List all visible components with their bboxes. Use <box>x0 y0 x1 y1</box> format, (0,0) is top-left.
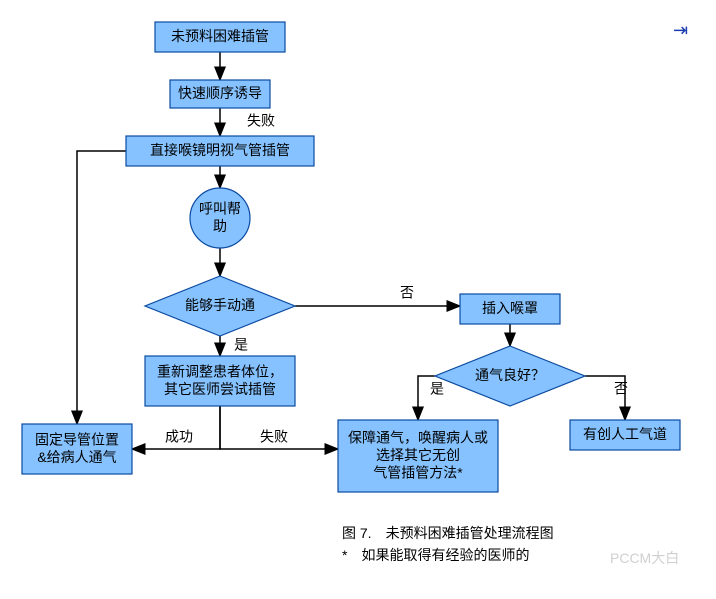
watermark-text: PCCM大白 <box>610 548 679 568</box>
node-n8: 插入喉罩 <box>460 294 560 324</box>
node-n1: 未预料困难插管 <box>155 22 285 52</box>
caption-line-1: 图 7. 未预料困难插管处理流程图 <box>342 522 554 544</box>
svg-text:未预料困难插管: 未预料困难插管 <box>171 28 269 44</box>
edge-label: 否 <box>400 285 414 301</box>
svg-text:固定导管位置&给病人通气: 固定导管位置&给病人通气 <box>35 431 119 465</box>
svg-text:有创人工气道: 有创人工气道 <box>583 426 667 442</box>
edge-label: 成功 <box>165 429 193 445</box>
figure-caption: 图 7. 未预料困难插管处理流程图 * 如果能取得有经验的医师的 <box>342 522 554 567</box>
node-n6: 重新调整患者体位，其它医师尝试插管 <box>145 356 295 406</box>
node-n3: 直接喉镜明视气管插管 <box>126 136 314 166</box>
svg-text:通气良好？: 通气良好？ <box>475 367 545 383</box>
edge-label: 否 <box>614 381 628 397</box>
flowchart-svg: 未预料困难插管快速顺序诱导直接喉镜明视气管插管呼叫帮助能够手动通重新调整患者体位… <box>0 0 716 599</box>
node-n4: 呼叫帮助 <box>190 188 250 248</box>
node-n11: 有创人工气道 <box>570 420 680 450</box>
svg-text:快速顺序诱导: 快速顺序诱导 <box>178 85 262 101</box>
corner-link-icon[interactable]: ⇥ <box>673 20 688 41</box>
node-n9: 通气良好？ <box>435 346 585 406</box>
edge-label: 是 <box>430 381 444 397</box>
edge-label: 失败 <box>260 429 288 445</box>
nodes-layer: 未预料困难插管快速顺序诱导直接喉镜明视气管插管呼叫帮助能够手动通重新调整患者体位… <box>22 22 680 492</box>
node-n2: 快速顺序诱导 <box>170 80 270 108</box>
node-n10: 保障通气，唤醒病人或选择其它无创气管插管方法* <box>338 420 498 492</box>
edge-n3-n7 <box>77 151 126 424</box>
caption-line-2: * 如果能取得有经验的医师的 <box>342 544 554 566</box>
svg-text:能够手动通: 能够手动通 <box>185 297 255 313</box>
edge-label: 失败 <box>247 113 275 129</box>
node-n7: 固定导管位置&给病人通气 <box>22 424 132 474</box>
node-n5: 能够手动通 <box>145 276 295 336</box>
svg-text:直接喉镜明视气管插管: 直接喉镜明视气管插管 <box>150 142 290 158</box>
flowchart-canvas: 未预料困难插管快速顺序诱导直接喉镜明视气管插管呼叫帮助能够手动通重新调整患者体位… <box>0 0 716 599</box>
svg-text:重新调整患者体位，其它医师尝试插管: 重新调整患者体位，其它医师尝试插管 <box>157 363 283 397</box>
svg-text:插入喉罩: 插入喉罩 <box>482 300 538 316</box>
edge-label: 是 <box>234 337 248 353</box>
